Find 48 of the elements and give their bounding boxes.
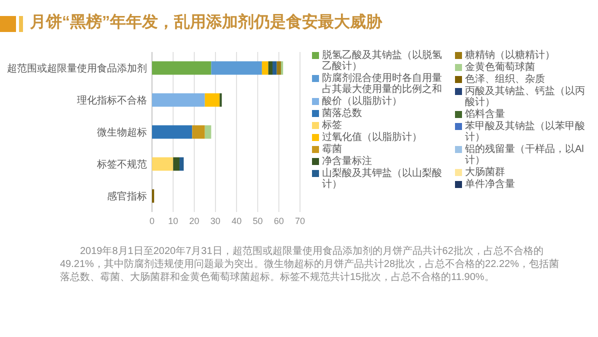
bar <box>204 125 212 139</box>
x-tick-label: 30 <box>210 216 220 226</box>
legend-label: 色泽、组织、杂质 <box>465 74 545 85</box>
bar <box>211 61 262 75</box>
legend-label: 标签 <box>322 120 342 131</box>
chart-title: 月饼“黑榜”年年发，乱用添加剂仍是食安最大威胁 <box>30 12 382 33</box>
x-tick-label: 50 <box>252 216 263 226</box>
y-tick-label: 感官指标 <box>107 190 147 202</box>
bar <box>152 125 192 139</box>
x-tick-label: 70 <box>294 216 306 226</box>
legend-label: 大肠菌群 <box>465 167 505 178</box>
legend-label: 净含量标注 <box>322 156 372 167</box>
bar <box>204 93 220 107</box>
x-tick-label: 20 <box>189 216 200 226</box>
bar <box>276 61 281 75</box>
y-tick-label: 标签不规范 <box>96 158 147 170</box>
legend-label: 过氧化值（以脂肪计） <box>322 132 422 143</box>
legend-label: 防腐剂混合使用时各自用量占其最大使用量的比例之和 <box>322 73 443 95</box>
legend-label: 丙酸及其钠盐、钙盐（以丙酸计） <box>465 86 586 108</box>
legend-label: 糖精钠（以糖精计） <box>465 50 555 61</box>
bar <box>192 125 205 139</box>
text: 2019年8月1日至2020年7月31日，超范围或超限量使用食品添加剂的月饼产品共计62批次，占总不合格的49.21%，其中防腐剂违规使用问题最为突出。微生物超标的月饼产品共计28批次，占总不合格的22.22%，包括菌落总数、霉菌、大肠菌群和金黄色葡萄球菌超标。标签不规范共计15批次，占总不合格的11.90%。 <box>60 245 560 284</box>
y-tick-label: 微生物超标 <box>97 126 147 138</box>
legend-label: 苯甲酸及其钠盐（以苯甲酸计） <box>465 121 586 143</box>
bar <box>262 61 268 75</box>
legend-label: 金黄色葡萄球菌 <box>465 62 535 73</box>
x-tick-label: 0 <box>149 216 155 226</box>
x-tick-label: 10 <box>168 216 178 226</box>
legend-label: 山梨酸及其钾盐（以山梨酸计） <box>322 168 443 190</box>
legend-label: 单件净含量 <box>465 179 515 190</box>
legend-label: 铝的残留量（干样品，以Al计） <box>465 144 585 166</box>
bar <box>152 157 174 171</box>
y-tick-label: 理化指标不合格 <box>77 94 147 106</box>
legend-label: 酸价（以脂肪计） <box>322 96 402 107</box>
x-tick-label: 60 <box>274 216 284 226</box>
x-tick-label: 40 <box>232 216 242 226</box>
legend-label: 菌落总数 <box>322 108 362 119</box>
legend-label: 脱氢乙酸及其钠盐（以脱氢乙酸计） <box>322 50 443 72</box>
legend-label: 馅料含量 <box>465 109 505 120</box>
bar <box>179 157 184 171</box>
bar <box>280 61 284 75</box>
legend-label: 霉菌 <box>322 144 342 155</box>
bar <box>272 61 277 75</box>
y-tick-label: 超范围或超限量使用食品添加剂 <box>7 62 147 74</box>
bar <box>152 93 205 107</box>
bar <box>173 157 180 171</box>
bar <box>152 61 212 75</box>
bar <box>268 61 273 75</box>
